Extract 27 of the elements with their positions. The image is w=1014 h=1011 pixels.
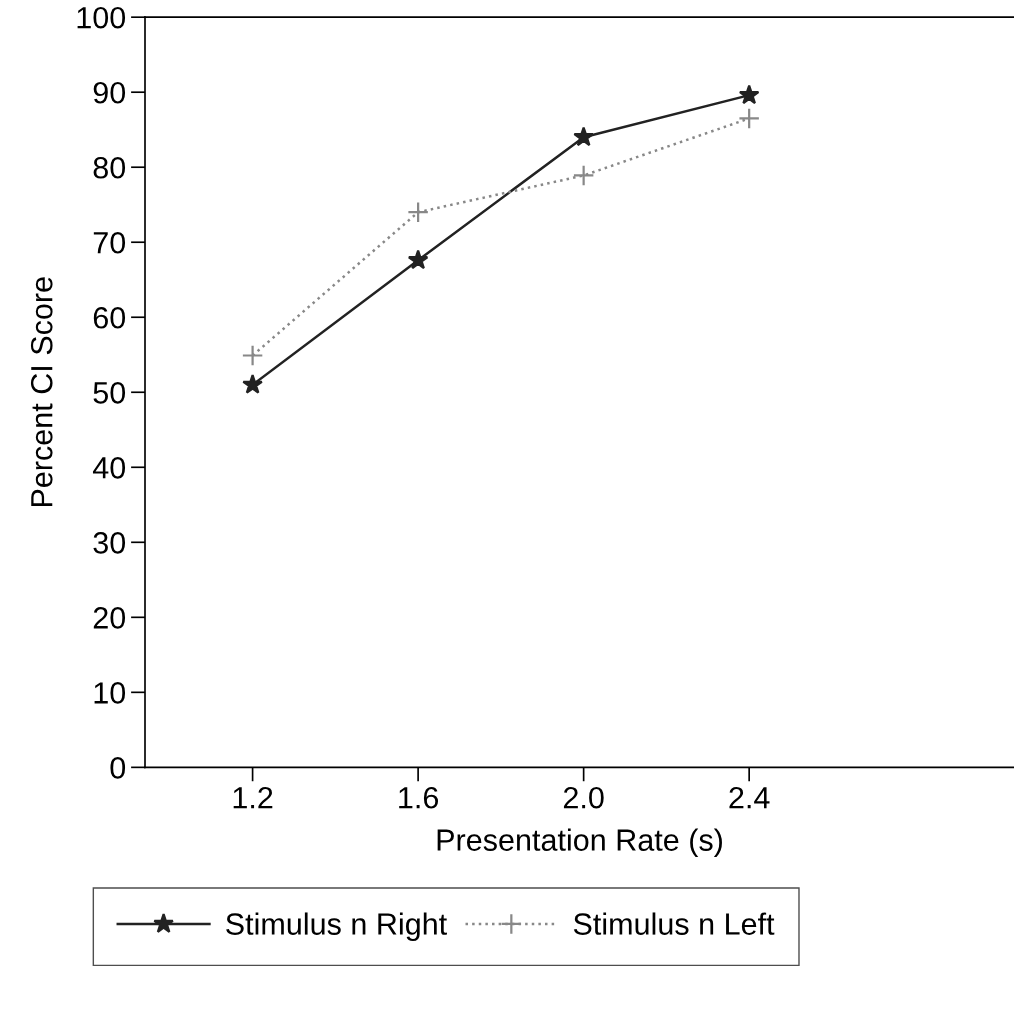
y-tick-label: 20 bbox=[93, 607, 126, 629]
point bbox=[241, 344, 264, 367]
x-tick-label: 1.2 bbox=[233, 786, 273, 809]
x-tick-label: 1.6 bbox=[399, 786, 439, 809]
y-tick-label: 10 bbox=[94, 682, 126, 704]
y-axis-title: Percent CI Score bbox=[30, 277, 53, 507]
y-tick-label: 50 bbox=[93, 382, 126, 404]
y-tick-label: 30 bbox=[93, 532, 126, 554]
legend-label: Stimulus n Right bbox=[226, 912, 447, 941]
y-tick-label: 40 bbox=[92, 457, 126, 479]
point bbox=[242, 373, 263, 394]
y-tick-label: 100 bbox=[77, 6, 126, 29]
point bbox=[573, 126, 594, 147]
y-tick-label: 70 bbox=[93, 231, 126, 254]
point bbox=[572, 164, 595, 187]
x-tick-label: 2.4 bbox=[729, 786, 770, 809]
point bbox=[738, 84, 760, 105]
point bbox=[407, 249, 429, 270]
y-tick-label: 90 bbox=[93, 81, 126, 104]
x-tick-label: 2.0 bbox=[563, 786, 604, 809]
y-tick-label: 80 bbox=[93, 156, 126, 179]
x-axis-title: Presentation Rate (s) bbox=[437, 828, 722, 857]
y-tick-label: 0 bbox=[110, 757, 126, 779]
point bbox=[407, 201, 429, 224]
point bbox=[738, 107, 760, 130]
legend-label: Stimulus n Left bbox=[573, 912, 775, 935]
y-tick-label: 60 bbox=[93, 306, 126, 329]
